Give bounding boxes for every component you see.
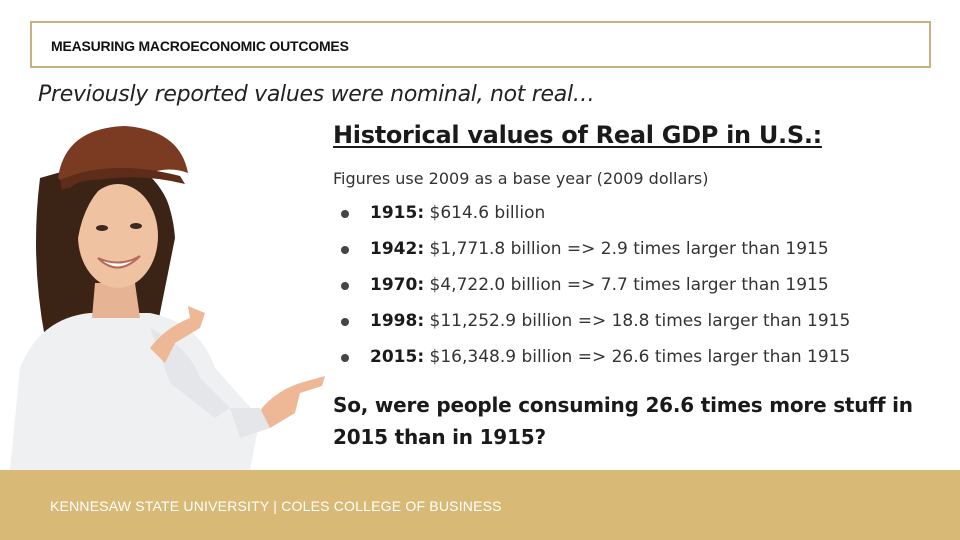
- bullet-icon: [341, 210, 349, 218]
- year-label: 1998:: [370, 311, 425, 331]
- bullet-icon: [341, 246, 349, 254]
- year-label: 2015:: [370, 347, 425, 367]
- list-item: 1970: $4,722.0 billion => 7.7 times larg…: [333, 271, 850, 307]
- footer-text: KENNESAW STATE UNIVERSITY | COLES COLLEG…: [50, 498, 502, 514]
- question-text: So, were people consuming 26.6 times mor…: [333, 393, 913, 449]
- bullet-icon: [341, 282, 349, 290]
- title-box: MEASURING MACROECONOMIC OUTCOMES: [30, 21, 931, 68]
- gdp-value: $614.6 billion: [424, 203, 546, 223]
- section-heading: Historical values of Real GDP in U.S.:: [333, 121, 822, 149]
- base-year-note: Figures use 2009 as a base year (2009 do…: [333, 169, 709, 188]
- gdp-value: $4,722.0 billion => 7.7 times larger tha…: [424, 275, 829, 295]
- slide-subtitle: Previously reported values were nominal,…: [38, 82, 595, 107]
- year-label: 1942:: [370, 239, 425, 259]
- slide-title: MEASURING MACROECONOMIC OUTCOMES: [51, 38, 349, 54]
- gdp-value: $16,348.9 billion => 26.6 times larger t…: [424, 347, 851, 367]
- bullet-icon: [341, 318, 349, 326]
- bullet-icon: [341, 354, 349, 362]
- woman-pointing-photo: [10, 126, 325, 470]
- list-item: 1942: $1,771.8 billion => 2.9 times larg…: [333, 235, 850, 271]
- list-item: 2015: $16,348.9 billion => 26.6 times la…: [333, 343, 850, 379]
- list-item: 1915: $614.6 billion: [333, 199, 850, 235]
- year-label: 1970:: [370, 275, 425, 295]
- list-item: 1998: $11,252.9 billion => 18.8 times la…: [333, 307, 850, 343]
- gdp-value: $1,771.8 billion => 2.9 times larger tha…: [424, 239, 829, 259]
- year-label: 1915:: [370, 203, 425, 223]
- footer-bar: KENNESAW STATE UNIVERSITY | COLES COLLEG…: [0, 470, 960, 540]
- gdp-list: 1915: $614.6 billion 1942: $1,771.8 bill…: [333, 199, 850, 379]
- gdp-value: $11,252.9 billion => 18.8 times larger t…: [424, 311, 851, 331]
